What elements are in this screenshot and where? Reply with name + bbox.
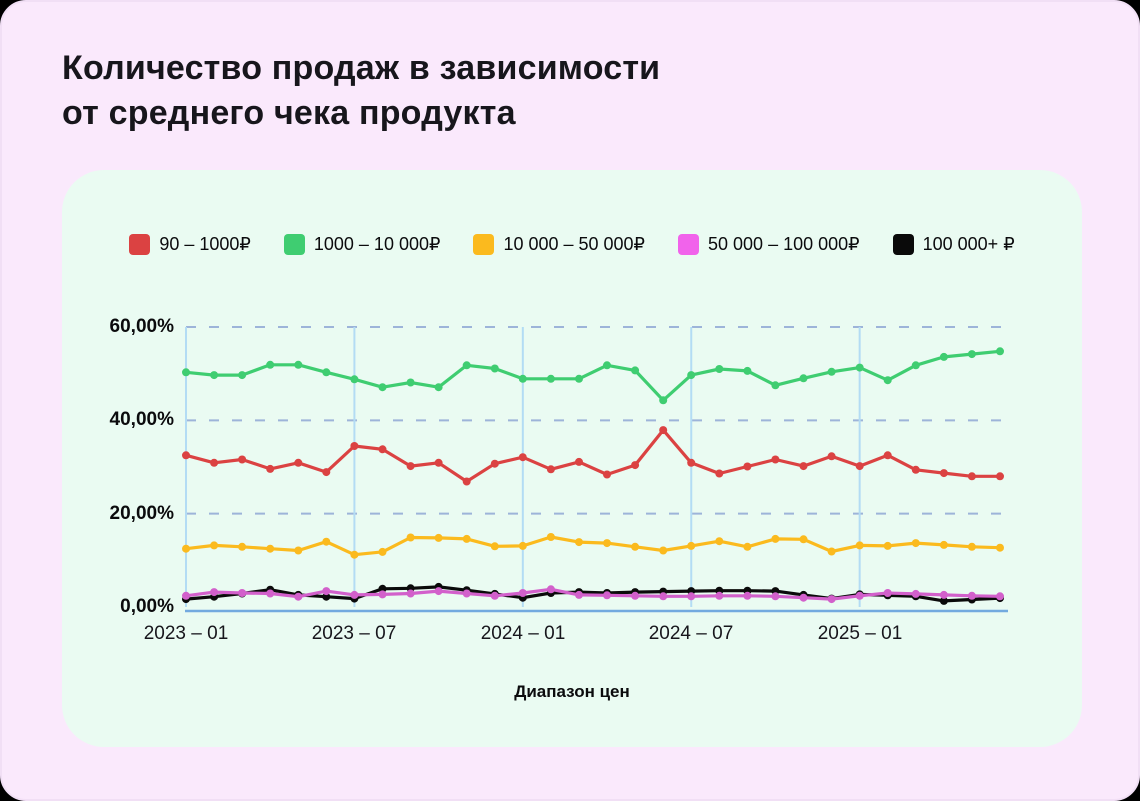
legend-swatch-yellow [473,234,495,255]
x-axis-title: Диапазон цен [514,682,630,701]
y-tick-20: 20,00% [109,503,174,524]
legend-item-50000-100000: 50 000 – 100 000₽ [678,234,860,255]
legend-label: 100 000+ ₽ [922,234,1015,254]
legend-swatch-black [892,234,914,255]
legend-item-100000-plus: 100 000+ ₽ [892,234,1015,255]
y-tick-0: 0,00% [120,596,174,617]
legend-swatch-magenta [678,234,700,255]
legend-label: 50 000 – 100 000₽ [708,234,860,254]
legend-label: 90 – 1000₽ [159,234,251,254]
chart-legend: 90 – 1000₽ 1000 – 10 000₽ 10 000 – 50 00… [62,234,1082,255]
x-tick-2023-07: 2023 – 07 [311,623,397,644]
x-tick-2024-01: 2024 – 01 [480,623,566,644]
legend-item-10000-50000: 10 000 – 50 000₽ [473,234,645,255]
y-tick-40: 40,00% [109,409,174,430]
legend-label: 10 000 – 50 000₽ [503,234,646,254]
line-chart-plot [182,326,1008,613]
legend-swatch-green [283,234,305,255]
x-tick-2025-01: 2025 – 01 [817,623,903,644]
legend-label: 1000 – 10 000₽ [313,234,441,254]
x-tick-2023-01: 2023 – 01 [143,623,229,644]
legend-item-90-1000: 90 – 1000₽ [129,234,251,255]
legend-swatch-red [129,234,151,255]
y-tick-60: 60,00% [109,316,174,337]
legend-item-1000-10000: 1000 – 10 000₽ [283,234,441,255]
x-tick-2024-07: 2024 – 07 [648,623,734,644]
chart-panel: 90 – 1000₽ 1000 – 10 000₽ 10 000 – 50 00… [62,170,1082,747]
page-title: Количество продаж в зависимости от средн… [62,49,661,132]
